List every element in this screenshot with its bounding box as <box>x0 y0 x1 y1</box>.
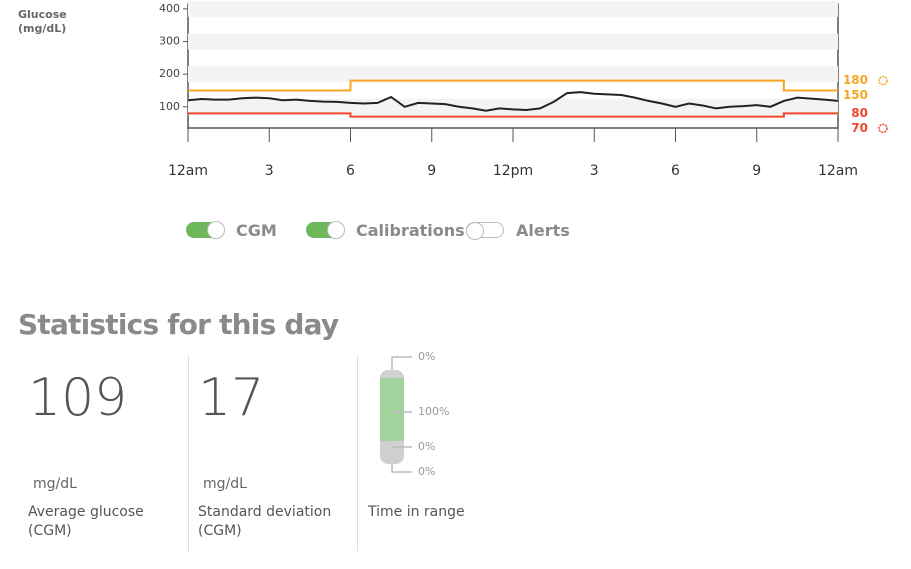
target-label: 150 <box>843 88 868 102</box>
grid-band <box>188 0 838 17</box>
stat-card: 109 mg/dL Average glucose (CGM) <box>28 356 188 551</box>
toggle-label: Alerts <box>516 220 570 240</box>
y-tick-label: 300 <box>159 35 180 48</box>
switch[interactable] <box>306 221 345 239</box>
toggle[interactable]: Calibrations <box>306 218 465 242</box>
divider <box>188 356 189 551</box>
moon-icon <box>880 108 886 119</box>
sun-icon <box>878 75 888 86</box>
stat-unit: mg/dL <box>203 476 247 492</box>
grid-band <box>188 66 838 83</box>
x-tick-label: 3 <box>590 163 599 179</box>
label-connector <box>391 356 412 370</box>
target-line <box>188 112 838 118</box>
grid-band <box>188 33 838 50</box>
glucose-line <box>187 91 839 112</box>
toggle-label: Calibrations <box>356 220 465 240</box>
target-label: 80 <box>851 106 868 120</box>
range-label: 0% <box>418 440 435 453</box>
y-tick-label: 200 <box>159 67 180 80</box>
y-tick-label: 100 <box>159 100 180 113</box>
switch[interactable] <box>466 222 504 240</box>
switch-knob <box>327 221 345 239</box>
card-label: Time in range <box>368 504 465 520</box>
range-label: 0% <box>418 350 435 363</box>
x-tick-label: 12pm <box>493 163 533 179</box>
x-tick-label: 6 <box>346 163 355 179</box>
y-tick-label: 400 <box>159 2 180 15</box>
stat-value: 109 <box>28 368 128 428</box>
moon-icon <box>880 90 885 101</box>
switch-knob <box>207 221 225 239</box>
time-in-range-bar: 0% 100% 0% 0% <box>380 350 449 478</box>
x-tick-label: 12am <box>818 163 858 179</box>
divider <box>357 356 358 551</box>
x-tick-label: 9 <box>427 163 436 179</box>
target-line <box>188 79 838 92</box>
stats-title: Statistics for this day <box>18 308 339 341</box>
toggle[interactable]: CGM <box>186 218 277 242</box>
y-axis-label: Glucose (mg/dL) <box>18 8 67 35</box>
stat-card: 17 mg/dL Standard deviation (CGM) <box>198 356 358 551</box>
stat-unit: mg/dL <box>33 476 77 492</box>
target-label: 70 <box>851 121 868 135</box>
target-label: 180 <box>843 73 868 87</box>
x-tick-label: 12am <box>168 163 208 179</box>
sun-icon <box>878 123 888 134</box>
toggle-label: CGM <box>236 220 277 240</box>
toggle[interactable]: Alerts <box>466 218 570 242</box>
switch-knob <box>466 222 484 240</box>
card-label: Standard deviation (CGM) <box>198 504 332 539</box>
x-tick-label: 6 <box>671 163 680 179</box>
range-segment <box>380 378 404 441</box>
range-label: 0% <box>418 465 435 478</box>
card-label: Average glucose (CGM) <box>28 504 144 539</box>
stat-value: 17 <box>198 368 265 428</box>
x-tick-label: 3 <box>265 163 274 179</box>
x-tick-label: 9 <box>752 163 761 179</box>
label-connector <box>391 464 412 473</box>
range-label: 100% <box>418 405 449 418</box>
switch[interactable] <box>186 221 225 239</box>
